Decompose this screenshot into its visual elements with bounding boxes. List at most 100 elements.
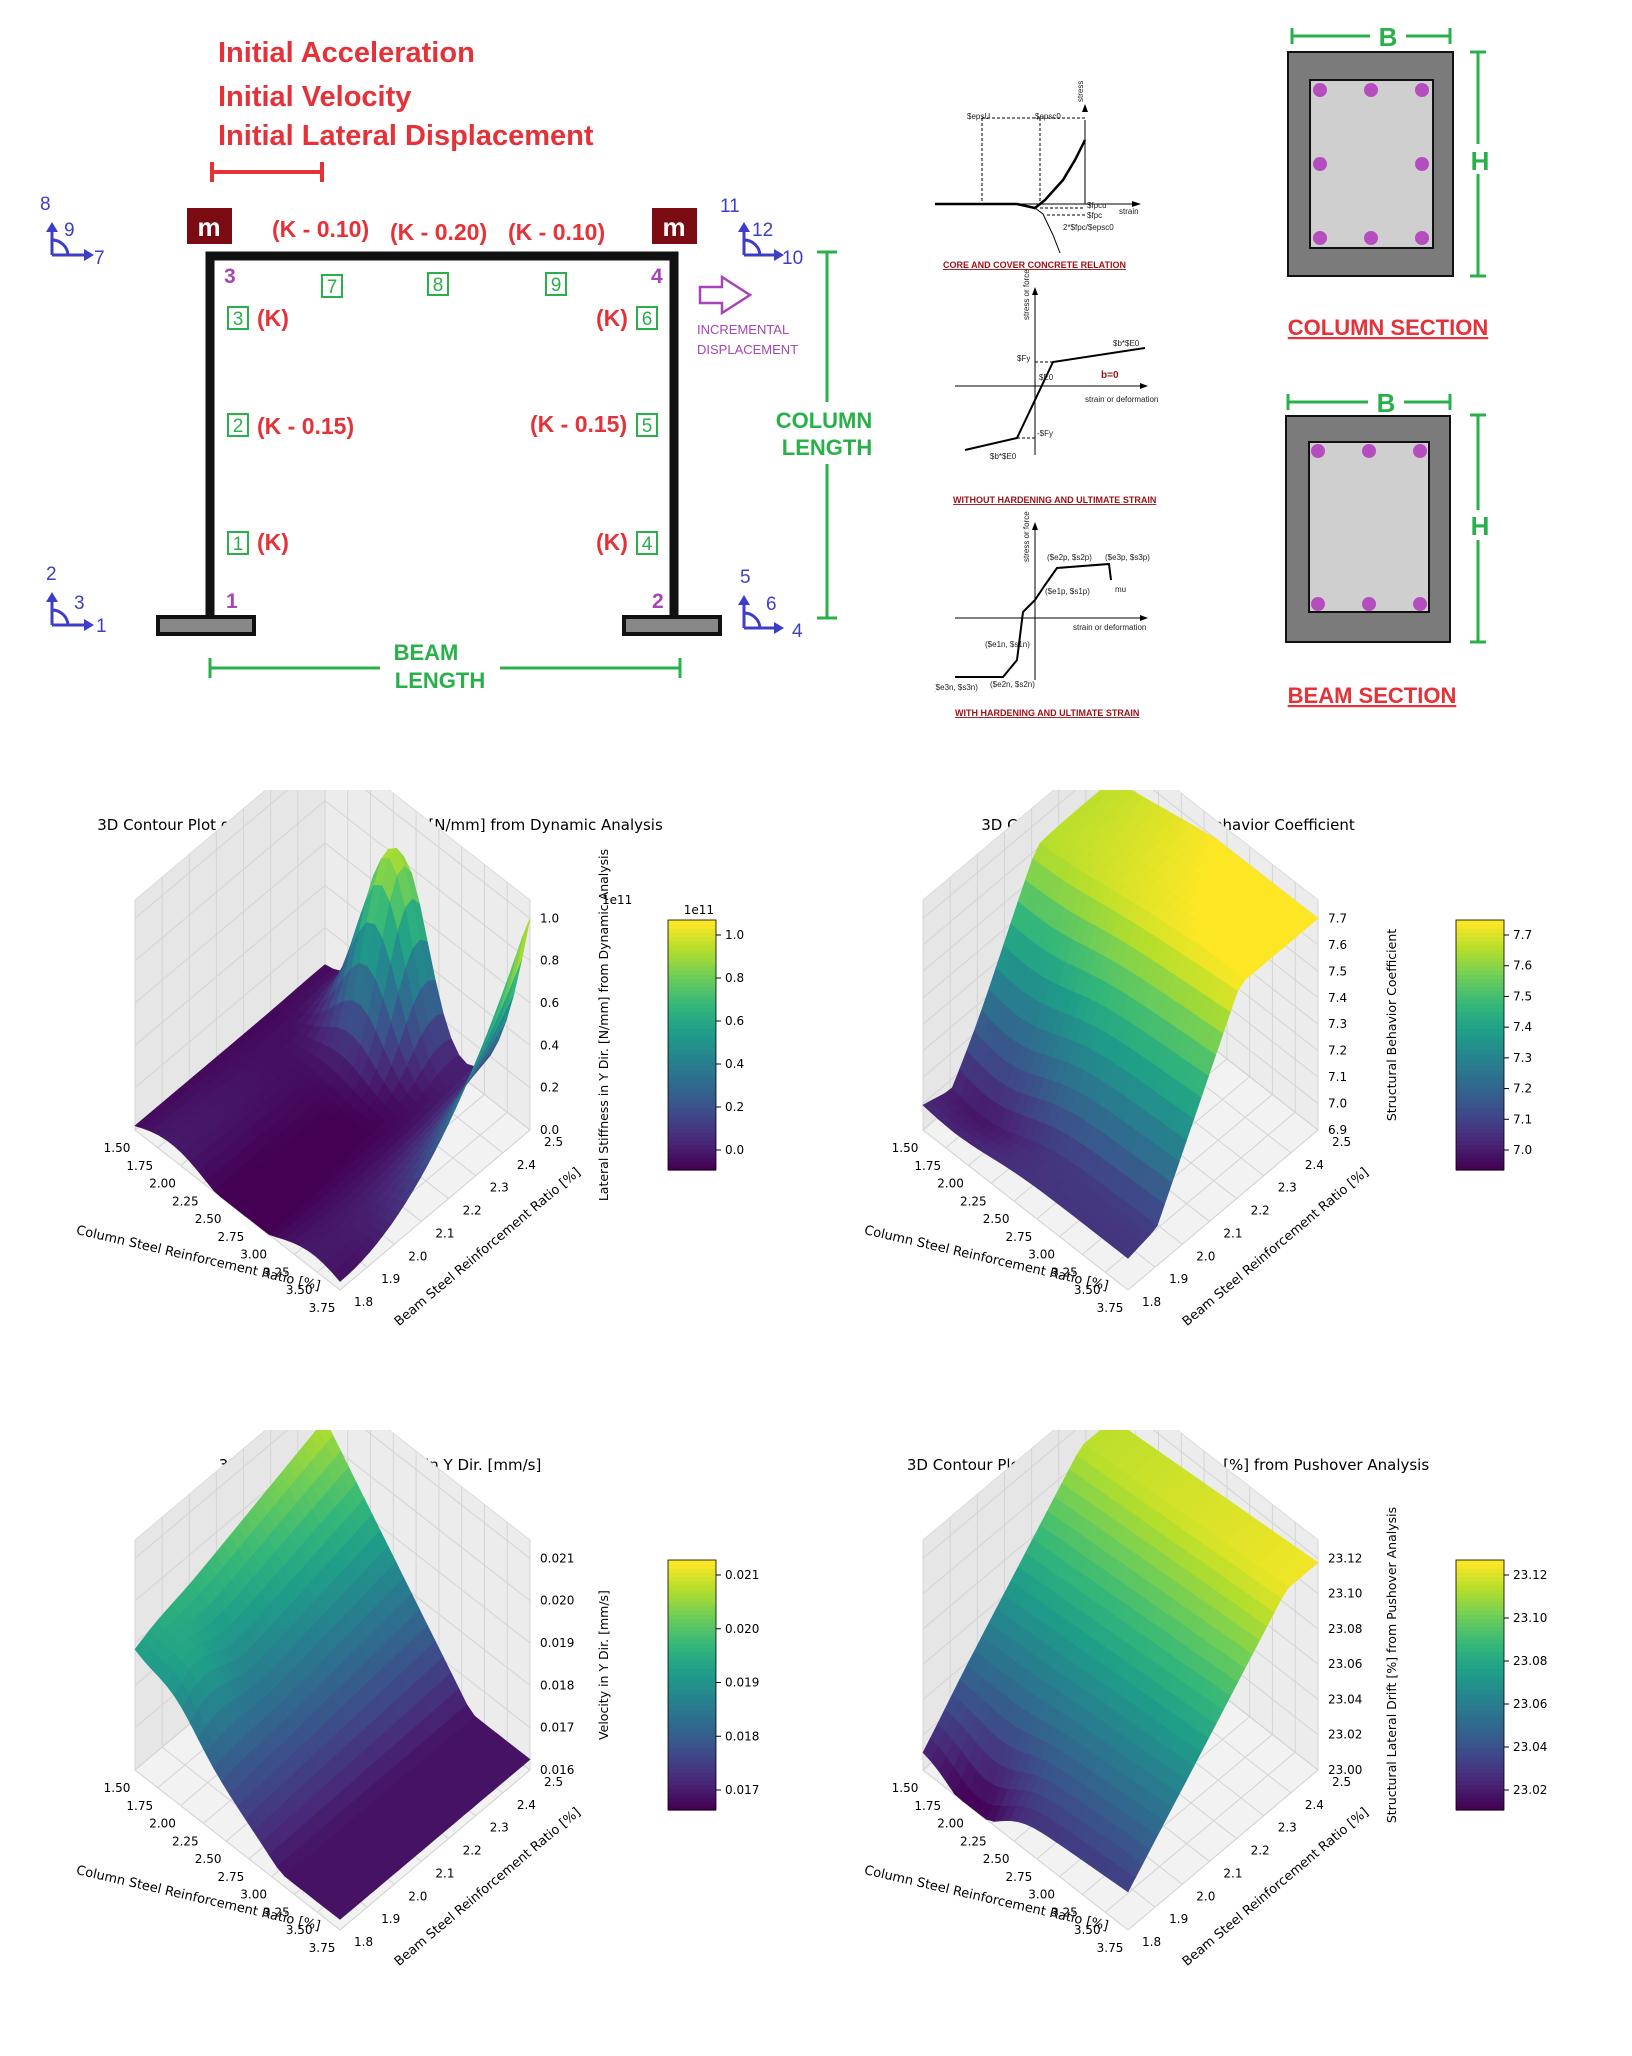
colorbar-band: [1456, 1564, 1504, 1569]
z-tick-label: 0.8: [540, 954, 559, 968]
colorbar-band: [1456, 949, 1504, 954]
colorbar-band: [668, 928, 716, 934]
initial-acceleration-label: Initial Acceleration: [218, 37, 475, 69]
colorbar-band: [1456, 1743, 1504, 1749]
x-tick-label: 1.50: [104, 1141, 131, 1155]
colorbar-band: [1456, 1568, 1504, 1574]
colorbar-band: [1456, 1605, 1504, 1611]
colorbar-band: [668, 1007, 716, 1013]
colorbar-band: [1456, 1714, 1504, 1719]
x-tick-label: 2.00: [937, 1817, 964, 1831]
surface: [134, 1430, 531, 1920]
steel1-label-fy: $Fy: [1017, 354, 1030, 363]
concrete-diagram: $epsU $epsc0 stress strain $fpcu $fpc 2*…: [935, 81, 1141, 270]
colorbar-band: [668, 1605, 716, 1611]
y-tick-label: 1.9: [381, 1912, 400, 1926]
steel1-label-e0: $E0: [1039, 373, 1054, 382]
y-tick-label: 2.0: [408, 1889, 427, 1903]
colorbar-frame: [667, 1559, 717, 1811]
colorbar-band: [1456, 932, 1504, 938]
x-tick-label: 2.25: [172, 1194, 199, 1208]
x-tick-label: 3.00: [1028, 1888, 1055, 1902]
z-tick-label: 7.3: [1328, 1017, 1347, 1031]
z-axis-label: Structural Lateral Drift [%] from Pushov…: [1384, 1507, 1399, 1823]
y-tick-label: 2.2: [1251, 1844, 1270, 1858]
colorbar-band: [668, 1086, 716, 1092]
beam-stiffness-2: (K - 0.20): [390, 219, 487, 245]
colorbar-band: [1456, 1755, 1504, 1761]
colorbar-band: [1456, 982, 1504, 988]
colorbar-band: [668, 1714, 716, 1719]
colorbar-band: [668, 1780, 716, 1786]
dof-7: 7: [94, 248, 105, 269]
y-tick-label: 2.2: [463, 1204, 482, 1218]
colorbar-band: [668, 1165, 716, 1171]
element-8: 8: [433, 275, 444, 296]
x-tick-label: 2.00: [149, 1817, 176, 1831]
z-tick-label: 7.2: [1328, 1044, 1347, 1058]
colorbar: 7.0 7.1 7.2 7.3 7.4 7.5 7.6 7.7: [1455, 919, 1532, 1171]
colorbar-band: [668, 1722, 716, 1728]
colorbar-band: [668, 1124, 716, 1129]
colorbar-band: [668, 1078, 716, 1084]
colorbar: 0.0 0.2 0.4 0.6 0.8 1.0 1e11: [667, 903, 744, 1171]
colorbar-band: [1456, 1078, 1504, 1084]
col-left-stiffness-top: (K): [257, 305, 289, 331]
colorbar-band: [668, 953, 716, 959]
colorbar-band: [668, 1693, 716, 1699]
colorbar-band: [668, 1668, 716, 1674]
concrete-label-strain: strain: [1119, 207, 1139, 216]
colorbar-band: [668, 1090, 716, 1096]
colorbar-band: [668, 1107, 716, 1113]
colorbar-band: [668, 1036, 716, 1042]
colorbar-band: [1456, 1024, 1504, 1029]
colorbar-band: [1456, 1028, 1504, 1034]
colorbar-band: [668, 1049, 716, 1054]
colorbar-band: [1456, 945, 1504, 950]
colorbar-band: [668, 1136, 716, 1142]
y-tick-label: 2.3: [1278, 1821, 1297, 1835]
chart-lateral-drift: 3D Contour Plot of Structural Lateral Dr…: [863, 1430, 1547, 1970]
x-tick-label: 2.50: [195, 1212, 222, 1226]
colorbar-band: [668, 1560, 716, 1565]
colorbar-band: [1456, 1157, 1504, 1163]
colorbar-band: [668, 1635, 716, 1640]
colorbar-band: [1456, 1772, 1504, 1778]
colorbar-band: [668, 1710, 716, 1715]
x-tick-label: 3.75: [309, 1941, 336, 1955]
colorbar-band: [1456, 953, 1504, 959]
z-axis-label: Structural Behavior Coefficient: [1384, 929, 1399, 1121]
mass-left: m: [187, 208, 232, 244]
colorbar-band: [668, 986, 716, 992]
surface-patch: [331, 1906, 348, 1920]
col-left-stiffness-mid: (K - 0.15): [257, 413, 354, 439]
surface-patch: [1119, 1243, 1136, 1259]
x-tick-label: 3.75: [309, 1301, 336, 1315]
colorbar-band: [1456, 970, 1504, 975]
z-tick-label: 0.0: [540, 1123, 559, 1137]
colorbar: 0.017 0.018 0.019 0.020 0.021: [667, 1559, 759, 1811]
y-tick-label: 2.3: [490, 1181, 509, 1195]
colorbar-band: [1456, 1680, 1504, 1686]
colorbar: 23.02 23.04 23.06 23.08 23.10 23.12: [1455, 1559, 1547, 1811]
y-tick-label: 1.8: [354, 1935, 373, 1949]
initial-displacement-bar: [210, 162, 324, 182]
y-tick-label: 2.4: [517, 1158, 536, 1172]
y-tick-label: 2.1: [1223, 1866, 1242, 1880]
steel2-label-e2n: ($e2n, $s2n): [990, 680, 1035, 689]
colorbar-tick-label: 23.06: [1513, 1697, 1547, 1711]
z-axis-label: Lateral Stiffness in Y Dir. [N/mm] from …: [596, 849, 611, 1201]
colorbar-band: [668, 961, 716, 967]
colorbar-band: [668, 1070, 716, 1075]
colorbar-band: [668, 1764, 716, 1769]
colorbar-band: [668, 1655, 716, 1661]
colorbar-band: [668, 1751, 716, 1757]
y-tick-label: 2.0: [1196, 1249, 1215, 1263]
colorbar-band: [1456, 1124, 1504, 1129]
svg-text:m: m: [662, 212, 685, 242]
colorbar-band: [1456, 1639, 1504, 1644]
element-1: 1: [233, 534, 244, 555]
colorbar-band: [668, 1610, 716, 1615]
colorbar-band: [1456, 1572, 1504, 1578]
steel1-label-stress: stress or force: [1022, 269, 1031, 320]
